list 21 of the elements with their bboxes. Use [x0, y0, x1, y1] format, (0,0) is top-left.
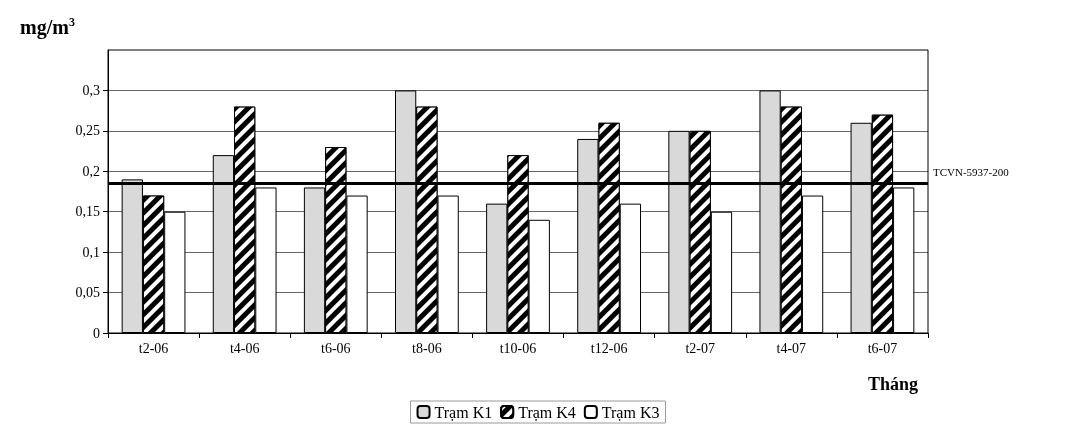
y-tick-label: 0,05: [75, 285, 100, 301]
y-tick-label: 0,25: [75, 123, 100, 139]
x-tick-label: t10-06: [499, 340, 537, 356]
legend-label: Trạm K3: [601, 403, 660, 421]
legend-label: Trạm K4: [518, 403, 576, 421]
x-tick-label: t4-06: [229, 340, 260, 356]
x-tick-label: t8-06: [412, 340, 442, 356]
y-tick-label: 0,15: [75, 204, 100, 220]
y-tick-label: 0,2: [82, 163, 100, 179]
x-tick-label: t6-07: [867, 340, 898, 356]
y-tick-label: 0,3: [82, 82, 100, 98]
x-axis-title: Tháng: [867, 374, 918, 394]
legend-label: Trạm K1: [434, 403, 493, 421]
x-tick-label: t6-06: [321, 340, 351, 356]
y-tick-label: 0,1: [82, 244, 100, 260]
x-tick-label: t12-06: [590, 340, 628, 356]
ref-line-label: TCVN-5937-200: [933, 165, 1010, 178]
x-tick-label: t4-07: [776, 340, 807, 356]
x-tick-label: t2-06: [138, 340, 169, 356]
x-tick-label: t2-07: [685, 340, 715, 356]
y-tick-label: 0: [93, 325, 100, 341]
